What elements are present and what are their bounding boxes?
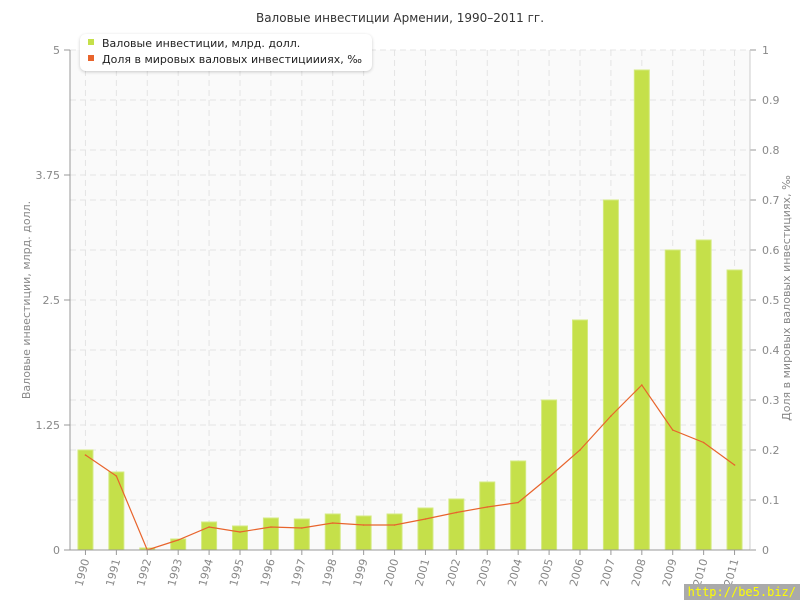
y2-tick-label: 0.8 <box>762 144 780 157</box>
line-point <box>455 511 458 514</box>
legend-label: Валовые инвестиции, млрд. долл. <box>102 37 301 50</box>
bar <box>355 515 372 551</box>
x-tick-label: 1992 <box>134 557 154 587</box>
y2-tick-label: 0.9 <box>762 94 780 107</box>
line-point <box>208 526 210 528</box>
bar <box>479 481 496 551</box>
x-tick-label: 2008 <box>629 557 649 587</box>
x-tick-label: 1995 <box>227 557 247 587</box>
bar <box>232 525 248 551</box>
y-tick-label: 1.25 <box>36 419 61 432</box>
y-tick-label: 3.75 <box>36 169 61 182</box>
line-point <box>702 441 705 444</box>
bar <box>417 507 434 551</box>
line-point <box>610 415 612 417</box>
line-point <box>671 429 674 431</box>
line-point <box>393 524 396 526</box>
bar <box>664 249 681 551</box>
bar <box>448 498 465 551</box>
x-tick-label: 2000 <box>382 557 402 587</box>
line-point <box>486 506 489 508</box>
bar <box>633 69 650 551</box>
bar <box>695 239 712 551</box>
y2-tick-label: 0.6 <box>762 244 780 257</box>
bar <box>293 518 310 551</box>
y2-tick-label: 1 <box>762 44 769 57</box>
x-tick-label: 2009 <box>660 557 680 587</box>
x-tick-label: 2005 <box>536 557 556 587</box>
y2-tick-label: 0.1 <box>762 494 780 507</box>
x-tick-label: 2003 <box>474 557 494 587</box>
y-tick-label: 0 <box>53 544 60 557</box>
line-point <box>84 454 87 456</box>
line-point <box>270 526 272 528</box>
y2-tick-label: 0.2 <box>762 444 780 457</box>
y-tick-label: 2.5 <box>43 294 61 307</box>
line-point <box>115 475 118 477</box>
y2-tick-label: 0.3 <box>762 394 780 407</box>
y-axis-label: Валовые инвестиции, млрд. долл. <box>20 201 33 399</box>
bar <box>324 513 341 551</box>
y2-axis-label: Доля в мировых валовых инвестициях, ‰ <box>780 175 793 421</box>
line-point <box>517 501 519 504</box>
line-point <box>362 524 365 526</box>
x-tick-label: 1994 <box>196 557 216 587</box>
y2-tick-label: 0.4 <box>762 344 780 357</box>
x-tick-label: 1997 <box>289 557 309 587</box>
line-point <box>579 449 581 451</box>
x-tick-label: 1993 <box>165 557 185 587</box>
line-series <box>85 384 735 551</box>
legend-label: Доля в мировых валовых инвестициииях, ‰ <box>102 53 362 66</box>
line-point <box>424 518 427 520</box>
bar <box>262 517 279 551</box>
bar <box>510 460 527 551</box>
bar <box>386 513 403 551</box>
line-point <box>239 531 241 533</box>
legend: Валовые инвестиции, млрд. долл. Доля в м… <box>80 34 372 71</box>
x-tick-label: 1990 <box>73 557 93 587</box>
line-point <box>301 527 303 529</box>
y2-tick-label: 0 <box>762 544 769 557</box>
line-point <box>177 539 179 541</box>
bar <box>726 269 743 551</box>
bar <box>572 319 588 551</box>
x-tick-label: 2007 <box>598 557 618 587</box>
chart-title: Валовые инвестиции Армении, 1990–2011 гг… <box>256 11 544 25</box>
line-point <box>548 476 550 478</box>
bar <box>108 471 125 551</box>
y2-tick-label: 0.5 <box>762 294 780 307</box>
watermark[interactable]: http://be5.biz/ <box>683 584 800 600</box>
y-tick-label: 5 <box>53 44 60 57</box>
line-point <box>733 464 736 466</box>
legend-swatch <box>88 55 94 61</box>
legend-item-bar: Валовые инвестиции, млрд. долл. <box>88 36 362 52</box>
x-tick-label: 1991 <box>103 557 123 587</box>
x-tick-label: 1999 <box>351 557 371 587</box>
line-point <box>331 522 334 524</box>
legend-item-line: Доля в мировых валовых инвестициииях, ‰ <box>88 52 362 68</box>
bar <box>541 399 558 551</box>
x-tick-label: 2004 <box>505 557 525 587</box>
y2-tick-label: 0.7 <box>762 194 780 207</box>
x-tick-label: 2002 <box>443 557 463 587</box>
x-tick-label: 1998 <box>320 557 340 587</box>
x-tick-label: 2006 <box>567 557 587 587</box>
bar <box>77 449 94 551</box>
x-tick-label: 1996 <box>258 557 278 587</box>
bar <box>602 199 619 551</box>
line-point <box>641 384 643 386</box>
x-tick-label: 2001 <box>413 557 433 587</box>
legend-swatch <box>88 39 94 45</box>
